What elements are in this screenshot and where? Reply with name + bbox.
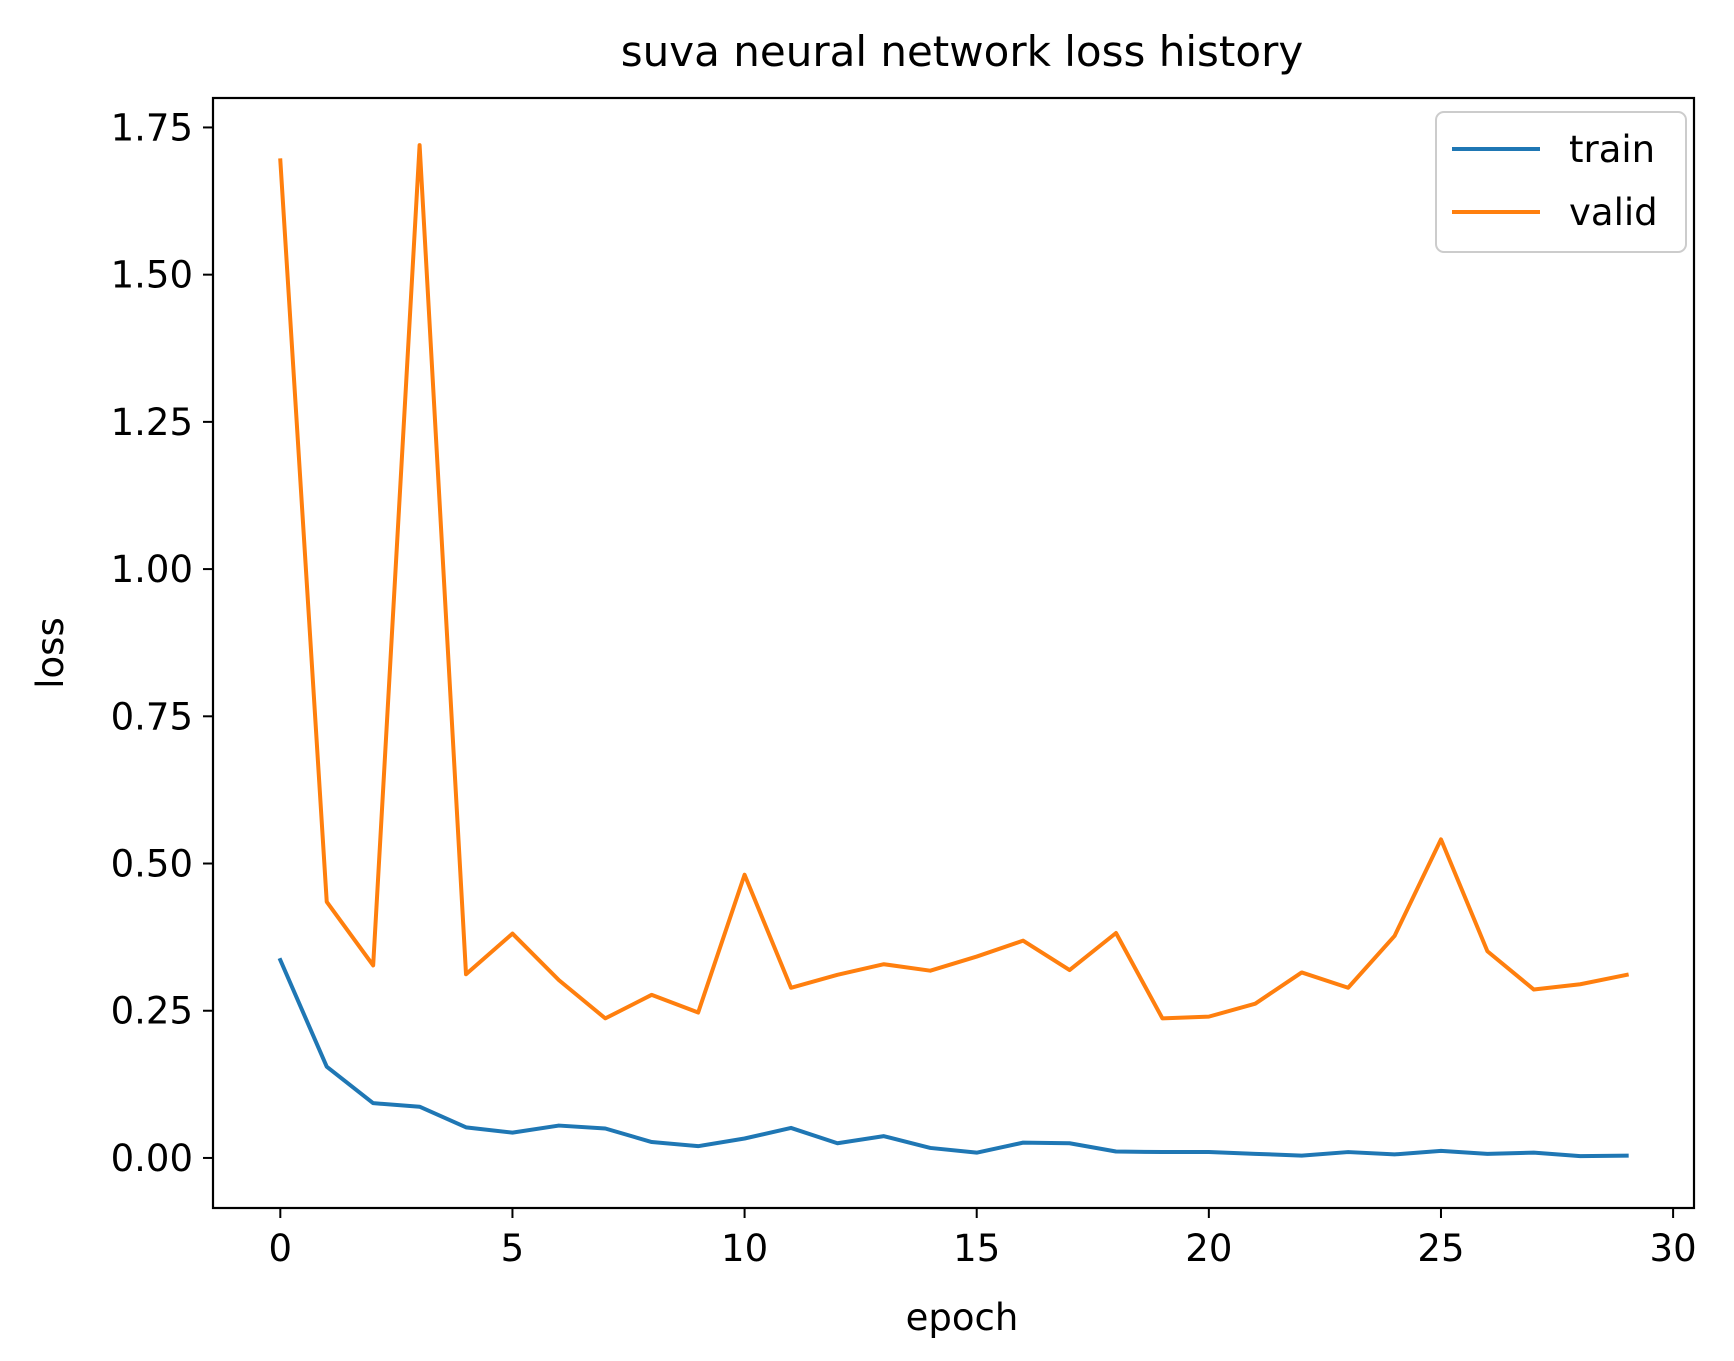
y-tick-label: 1.50 [111, 254, 193, 297]
legend-label-train: train [1569, 128, 1655, 171]
legend-label-valid: valid [1569, 191, 1658, 234]
y-tick-label: 0.25 [111, 990, 193, 1033]
legend-items: train valid [1452, 128, 1658, 234]
x-axis-label: epoch [906, 1296, 1019, 1339]
series-line-valid [278, 143, 1630, 1021]
x-tick-label: 30 [1650, 1227, 1697, 1270]
y-tick-label: 0.50 [111, 843, 193, 886]
legend: train valid [1435, 111, 1687, 253]
x-axis-ticks: 0 5 10 15 20 25 30 [269, 1208, 1697, 1270]
series-line-train [277, 957, 1629, 1159]
plot-lines [277, 143, 1630, 1159]
y-tick-label: 0.00 [111, 1137, 193, 1180]
y-tick-label: 1.25 [111, 401, 193, 444]
y-tick-label: 1.75 [111, 106, 193, 149]
x-tick-label: 5 [501, 1227, 525, 1270]
x-tick-label: 10 [721, 1227, 768, 1270]
x-tick-label: 0 [269, 1227, 293, 1270]
x-tick-label: 15 [953, 1227, 1000, 1270]
axes-frame [211, 96, 1696, 1210]
y-tick-label: 0.75 [111, 695, 193, 738]
y-axis-label: loss [29, 617, 72, 688]
y-axis-ticks: 0.00 0.25 0.50 0.75 1.00 1.25 1.50 1.75 [111, 106, 213, 1180]
chart-title: suva neural network loss history [621, 27, 1303, 76]
x-tick-label: 20 [1185, 1227, 1232, 1270]
x-tick-label: 25 [1417, 1227, 1464, 1270]
y-tick-label: 1.00 [111, 548, 193, 591]
